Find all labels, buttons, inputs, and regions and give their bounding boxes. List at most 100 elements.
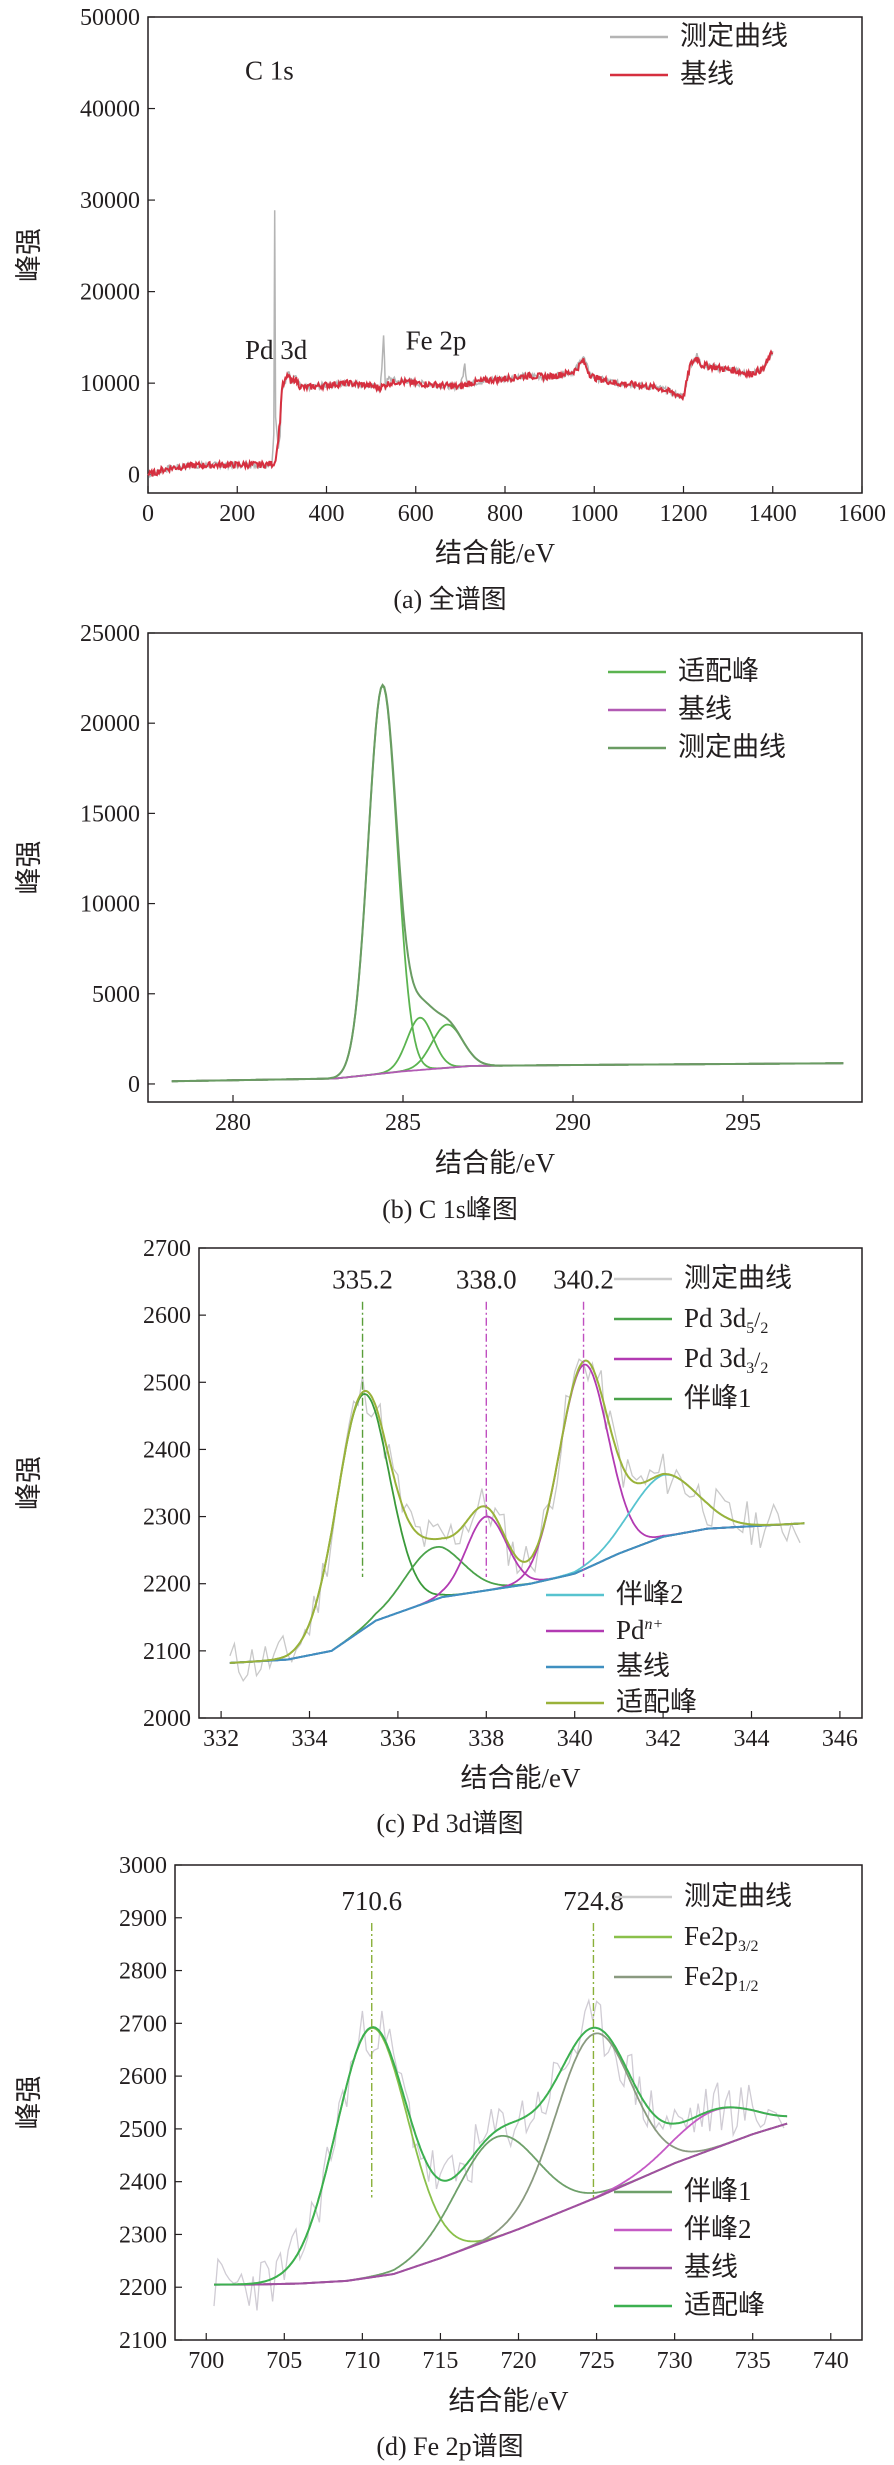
component-peak — [229, 1522, 805, 1664]
legend-entry-label: 基线 — [678, 694, 732, 724]
panel-a-survey-spectrum: 0 200 400 600 800 1000 1200 1400 1600 0 10000 20000… — [14, 5, 886, 614]
legend-entry-label: 适配峰 — [684, 2290, 765, 2320]
legend-entry-label: 伴峰1 — [684, 2176, 752, 2206]
legend-entry-label: Pd 3d5/2 — [684, 1303, 768, 1337]
legend-entry-label: 基线 — [616, 1651, 670, 1681]
measured-curve — [171, 683, 844, 1083]
legend-entry-label: 适配峰 — [678, 656, 759, 686]
x-tick-label: 705 — [266, 2348, 302, 2374]
legend-entry-label: 适配峰 — [616, 1687, 697, 1717]
x-tick-label: 344 — [734, 1726, 770, 1752]
legend-entry-label: 基线 — [684, 2252, 738, 2282]
x-tick-label: 332 — [203, 1726, 239, 1752]
figure-caption: (d) Fe 2p谱图 — [376, 2432, 523, 2461]
x-tick-label: 725 — [579, 2348, 615, 2374]
x-tick-label: 740 — [813, 2348, 849, 2374]
x-tick-label: 346 — [822, 1726, 858, 1752]
component-peak — [171, 1023, 844, 1083]
y-tick-label: 2000 — [143, 1706, 191, 1732]
y-tick-label: 2700 — [119, 2011, 167, 2037]
x-tick-label: 338 — [468, 1726, 504, 1752]
x-tick-label: 700 — [188, 2348, 224, 2374]
x-tick-label: 200 — [219, 501, 255, 527]
baseline-curve — [214, 2122, 788, 2286]
plot-frame — [147, 16, 863, 494]
y-axis-label: 峰强 — [14, 1456, 44, 1510]
y-axis-label: 峰强 — [14, 841, 44, 895]
figure-caption: (c) Pd 3d谱图 — [376, 1809, 523, 1838]
y-tick-label: 10000 — [80, 892, 140, 918]
y-tick-label: 10000 — [80, 371, 140, 397]
y-tick-label: 40000 — [80, 97, 140, 123]
legend-entry-label: 伴峰2 — [616, 1579, 684, 1609]
baseline-curve — [147, 349, 774, 477]
y-tick-label: 25000 — [80, 621, 140, 647]
x-tick-label: 334 — [292, 1726, 328, 1752]
x-tick-label: 0 — [142, 501, 154, 527]
y-tick-label: 2400 — [119, 2170, 167, 2196]
legend-entry-label: 伴峰1 — [684, 1383, 752, 1413]
fitted-curve — [214, 2026, 788, 2286]
component-peak — [171, 1016, 844, 1083]
x-axis-label: 结合能/eV — [449, 2386, 569, 2416]
y-tick-label: 20000 — [80, 280, 140, 306]
figure-caption: (a) 全谱图 — [393, 585, 506, 614]
legend-entry-label: 测定曲线 — [684, 1881, 792, 1911]
x-tick-label: 720 — [501, 2348, 537, 2374]
peak-annotation: Pd 3d — [245, 335, 308, 365]
y-tick-label: 15000 — [80, 801, 140, 827]
plot-frame — [147, 632, 863, 1103]
y-tick-label: 2500 — [143, 1370, 191, 1396]
x-tick-label: 735 — [735, 2348, 771, 2374]
x-axis-label: 结合能/eV — [435, 1148, 555, 1178]
legend-entry-label: 测定曲线 — [678, 732, 786, 762]
legend-entry-label: 测定曲线 — [684, 1263, 792, 1293]
x-tick-label: 340 — [557, 1726, 593, 1752]
y-tick-label: 2700 — [143, 1236, 191, 1262]
y-tick-label: 2600 — [143, 1303, 191, 1329]
y-tick-label: 3000 — [119, 1853, 167, 1879]
plot-frame — [198, 1247, 863, 1719]
y-tick-label: 2200 — [143, 1572, 191, 1598]
component-peak — [229, 1515, 805, 1664]
x-tick-label: 336 — [380, 1726, 416, 1752]
component-peak — [214, 2032, 788, 2286]
y-tick-label: 5000 — [92, 982, 140, 1008]
x-tick-label: 342 — [645, 1726, 681, 1752]
x-tick-label: 715 — [422, 2348, 458, 2374]
legend-entry-label: 基线 — [680, 59, 734, 89]
x-tick-label: 285 — [385, 1110, 421, 1136]
y-tick-label: 2100 — [143, 1639, 191, 1665]
y-tick-label: 2300 — [119, 2222, 167, 2248]
y-tick-label: 2100 — [119, 2328, 167, 2354]
y-tick-label: 50000 — [80, 5, 140, 31]
x-tick-label: 280 — [215, 1110, 251, 1136]
peak-annotation: C 1s — [245, 56, 294, 86]
y-axis-label: 峰强 — [14, 2076, 44, 2130]
legend-entry-label: Pdn+ — [616, 1615, 663, 1645]
panel-c-pd3d-spectrum: 332 334 336 338 340 342 344 346 2000 2100 2200 2300… — [14, 1236, 863, 1838]
y-tick-label: 0 — [128, 1072, 140, 1098]
x-tick-label: 800 — [487, 501, 523, 527]
legend-entry-label: 测定曲线 — [680, 21, 788, 51]
x-tick-label: 290 — [555, 1110, 591, 1136]
y-axis-label: 峰强 — [14, 228, 44, 282]
baseline-curve — [229, 1522, 805, 1664]
plot-frame — [174, 1864, 863, 2341]
peak-marker-label: 340.2 — [553, 1264, 614, 1294]
x-axis-label: 结合能/eV — [435, 538, 555, 568]
y-tick-label: 2300 — [143, 1505, 191, 1531]
x-tick-label: 600 — [398, 501, 434, 527]
x-tick-label: 730 — [657, 2348, 693, 2374]
peak-marker-label: 710.6 — [341, 1886, 402, 1916]
x-tick-label: 710 — [344, 2348, 380, 2374]
x-tick-label: 1600 — [838, 501, 886, 527]
peak-marker-label: 338.0 — [456, 1264, 517, 1294]
y-tick-label: 2500 — [119, 2117, 167, 2143]
legend-entry-label: Fe2p3/2 — [684, 1921, 758, 1955]
panel-b-c1s-spectrum: 280 285 290 295 0 5000 10000 15000 20000 25000 结合能… — [14, 621, 863, 1224]
x-tick-label: 295 — [725, 1110, 761, 1136]
y-tick-label: 2600 — [119, 2064, 167, 2090]
peak-marker-label: 335.2 — [332, 1264, 393, 1294]
